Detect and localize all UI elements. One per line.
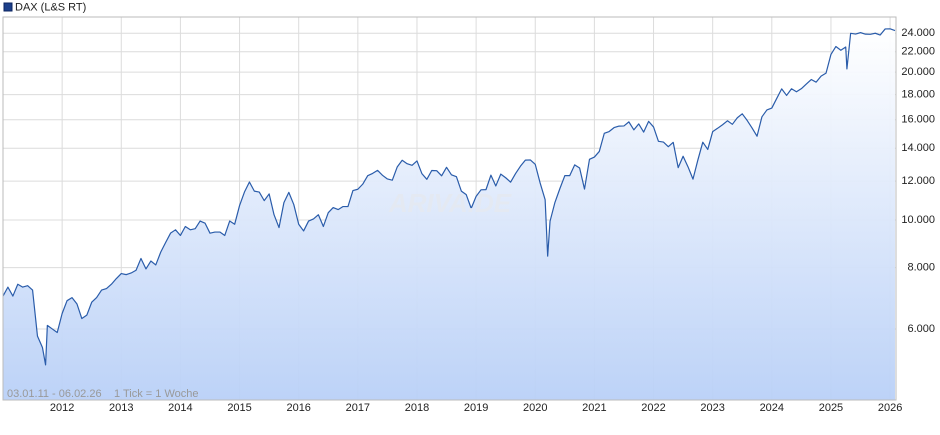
x-tick-label: 2020 <box>523 402 547 414</box>
legend-label: DAX (L&S RT) <box>15 1 86 13</box>
legend-swatch <box>3 2 13 12</box>
x-tick-label: 2024 <box>760 402 784 414</box>
plot-border <box>2 16 897 401</box>
tick-note: 1 Tick = 1 Woche <box>114 388 198 400</box>
x-tick-label: 2026 <box>878 402 902 414</box>
y-tick-label: 16.000 <box>901 114 935 126</box>
y-tick-label: 18.000 <box>901 89 935 101</box>
y-tick-label: 14.000 <box>901 142 935 154</box>
y-tick-label: 24.000 <box>901 27 935 39</box>
x-tick-label: 2023 <box>700 402 724 414</box>
x-tick-label: 2019 <box>464 402 488 414</box>
x-tick-label: 2014 <box>168 402 192 414</box>
x-tick-label: 2015 <box>227 402 251 414</box>
x-tick-label: 2013 <box>109 402 133 414</box>
x-tick-label: 2021 <box>582 402 606 414</box>
y-tick-label: 8.000 <box>907 261 935 273</box>
y-tick-label: 22.000 <box>901 46 935 58</box>
x-tick-label: 2018 <box>405 402 429 414</box>
y-tick-label: 10.000 <box>901 214 935 226</box>
area-fill <box>3 28 895 400</box>
x-tick-label: 2025 <box>819 402 843 414</box>
y-tick-label: 6.000 <box>907 323 935 335</box>
x-tick-label: 2016 <box>286 402 310 414</box>
y-tick-label: 20.000 <box>901 66 935 78</box>
date-range: 03.01.11 - 06.02.26 <box>7 388 102 400</box>
x-tick-label: 2017 <box>346 402 370 414</box>
price-line <box>2 28 896 366</box>
x-tick-label: 2012 <box>50 402 74 414</box>
y-tick-label: 12.000 <box>901 175 935 187</box>
watermark: ARIVA.DE <box>388 188 512 218</box>
x-tick-label: 2022 <box>641 402 665 414</box>
